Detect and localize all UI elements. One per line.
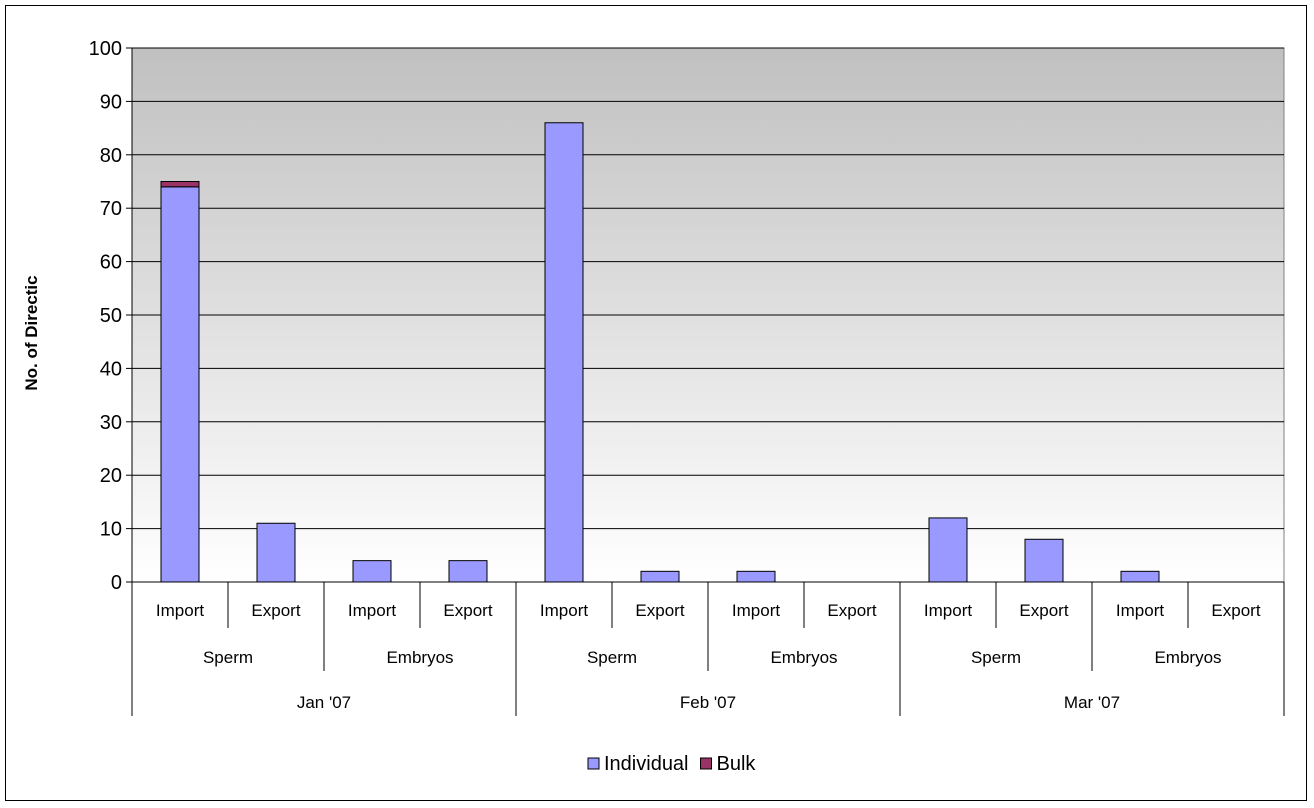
product-label: Embryos — [770, 648, 837, 667]
y-tick-label: 90 — [100, 91, 122, 113]
direction-label: Import — [540, 601, 588, 620]
product-label: Embryos — [386, 648, 453, 667]
legend: Individual Bulk — [587, 753, 757, 775]
bars — [160, 122, 1160, 583]
bar-individual — [736, 570, 776, 583]
direction-label: Export — [635, 601, 684, 620]
product-label: Sperm — [203, 648, 253, 667]
y-tick-label: 30 — [100, 412, 122, 434]
legend-swatch-bulk — [700, 757, 713, 770]
legend-label-individual: Individual — [604, 753, 689, 775]
direction-label: Export — [1211, 601, 1260, 620]
bar-individual — [352, 560, 392, 583]
bar-individual — [544, 122, 584, 583]
direction-label: Import — [156, 601, 204, 620]
month-label: Feb '07 — [680, 693, 736, 712]
month-label: Jan '07 — [297, 693, 351, 712]
legend-swatch-individual — [587, 757, 600, 770]
direction-label: Export — [443, 601, 492, 620]
direction-label: Export — [251, 601, 300, 620]
product-label: Sperm — [971, 648, 1021, 667]
month-label: Mar '07 — [1064, 693, 1120, 712]
bar-individual — [160, 186, 200, 583]
y-tick-label: 40 — [100, 358, 122, 380]
direction-label: Import — [1116, 601, 1164, 620]
bar-individual — [640, 570, 680, 583]
y-tick-label: 10 — [100, 519, 122, 541]
direction-label: Export — [827, 601, 876, 620]
product-label: Embryos — [1154, 648, 1221, 667]
y-tick-label: 20 — [100, 465, 122, 487]
bar-bulk — [160, 181, 200, 188]
x-category-labels: Import Export Import Export Import Export Impo… — [131, 582, 1285, 716]
bar-individual — [448, 560, 488, 583]
y-tick-label: 60 — [100, 252, 122, 274]
y-tick-label: 0 — [111, 572, 122, 594]
direction-label: Import — [924, 601, 972, 620]
bar-individual — [1120, 570, 1160, 583]
direction-label: Import — [348, 601, 396, 620]
bar-individual — [1024, 538, 1064, 583]
bar-individual — [928, 517, 968, 583]
y-tick-labels: 0 10 20 30 40 50 60 70 80 90 100 — [89, 38, 122, 594]
direction-label: Export — [1019, 601, 1068, 620]
legend-label-bulk: Bulk — [717, 753, 757, 775]
grid-lines — [132, 47, 1284, 530]
direction-label: Import — [732, 601, 780, 620]
product-label: Sperm — [587, 648, 637, 667]
y-tick-label: 70 — [100, 198, 122, 220]
chart-frame: 0 10 20 30 40 50 60 70 80 90 100 Import Export Impor… — [5, 5, 1307, 801]
y-tick-label: 50 — [100, 305, 122, 327]
y-tick-label: 100 — [89, 38, 122, 60]
bar-individual — [256, 522, 296, 583]
y-axis-title: No. of Directic — [22, 275, 41, 390]
y-tick-label: 80 — [100, 145, 122, 167]
